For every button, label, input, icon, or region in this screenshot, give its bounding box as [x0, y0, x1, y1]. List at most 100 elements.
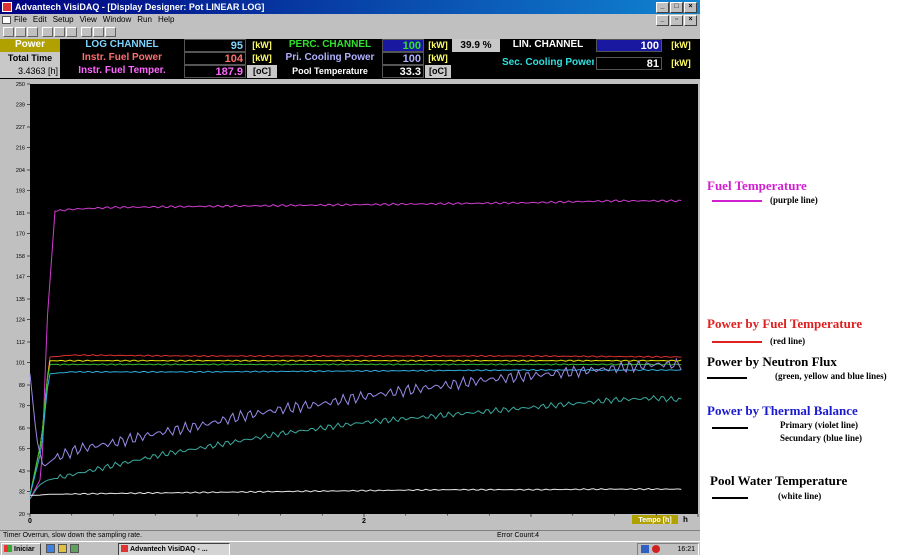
- maximize-button[interactable]: □: [670, 2, 683, 13]
- ie-quicklaunch-icon[interactable]: [46, 544, 55, 553]
- y-tick-label: 227: [16, 125, 25, 131]
- y-tick-label: 250: [16, 82, 25, 88]
- trend-chart: Tempo [h] h 20 32 43 55 66 78 89 101 112 124 135 14…: [0, 80, 700, 527]
- doc-minimize-button[interactable]: _: [656, 15, 669, 26]
- pool-temperature-label: Pool Temperature: [292, 66, 368, 76]
- run-icon[interactable]: [81, 27, 92, 37]
- error-count: Error Count:4: [497, 532, 540, 539]
- pri-cooling-power-value: 100: [382, 52, 424, 65]
- instr-fuel-power-unit: [kW]: [252, 53, 272, 63]
- doc-close-button[interactable]: ×: [684, 15, 697, 26]
- y-tick-label: 55: [19, 447, 25, 453]
- x-axis-label: Tempo [h]: [638, 517, 671, 524]
- y-tick-label: 216: [16, 146, 25, 152]
- title-bar[interactable]: Advantech VisiDAQ - [Display Designer: P…: [0, 0, 700, 14]
- doc-restore-button[interactable]: ▫: [670, 15, 683, 26]
- menu-run[interactable]: Run: [137, 15, 152, 24]
- paste-icon[interactable]: [66, 27, 77, 37]
- menu-view[interactable]: View: [79, 15, 97, 24]
- tray-clock: 16:21: [677, 546, 695, 553]
- status-message: Timer Overrun, slow down the sampling ra…: [3, 532, 143, 539]
- lin-channel-unit: [kW]: [671, 40, 691, 50]
- y-tick-label: 101: [16, 361, 25, 367]
- x-axis-unit: h: [683, 515, 688, 524]
- y-tick-label: 32: [19, 490, 25, 496]
- y-tick-label: 204: [16, 168, 25, 174]
- y-tick-label: 147: [16, 275, 25, 281]
- visidaq-icon: [121, 545, 128, 552]
- legend-thermal-balance-title: Power by Thermal Balance: [707, 403, 858, 418]
- legend-thermal-balance-swatch: [712, 427, 748, 429]
- menu-edit[interactable]: Edit: [32, 15, 47, 24]
- legend-power-fuel-temp-title: Power by Fuel Temperature: [707, 316, 863, 331]
- y-tick-label: 170: [16, 232, 25, 238]
- menu-setup[interactable]: Setup: [52, 15, 74, 24]
- help-icon[interactable]: [105, 27, 116, 37]
- y-tick-label: 43: [19, 469, 25, 475]
- legend-neutron-flux-swatch: [707, 377, 747, 379]
- total-time-label: Total Time: [0, 52, 60, 65]
- series-line-0: [29, 199, 682, 500]
- legend-thermal-balance-secundary: Secundary (blue line): [780, 433, 863, 443]
- stop-icon[interactable]: [93, 27, 104, 37]
- taskbar: Iniciar Advantech VisiDAQ - ... 16:21: [0, 541, 700, 555]
- copy-icon[interactable]: [54, 27, 65, 37]
- toolbar: [0, 26, 700, 39]
- legend-neutron-flux-title: Power by Neutron Flux: [707, 354, 837, 369]
- y-tick-label: 181: [16, 211, 25, 217]
- cut-icon[interactable]: [42, 27, 53, 37]
- instr-fuel-temper-value: 187.9: [184, 65, 246, 78]
- y-tick-label: 66: [19, 426, 25, 432]
- y-tick-label: 78: [19, 404, 25, 410]
- y-tick-label: 193: [16, 189, 25, 195]
- legend-neutron-flux-sub: (green, yellow and blue lines): [775, 371, 887, 381]
- series-line-7: [30, 487, 682, 496]
- antivirus-tray-icon[interactable]: [652, 545, 660, 553]
- legend-fuel-temperature-title: Fuel Temperature: [707, 178, 807, 193]
- x-axis-strip: [30, 514, 698, 524]
- pool-temperature-value: 33.3: [382, 65, 424, 78]
- log-channel-label: LOG CHANNEL: [85, 39, 159, 50]
- instr-fuel-temper-label: Instr. Fuel Temper.: [78, 65, 166, 76]
- sec-cooling-power-label: Sec. Cooling Power: [502, 57, 594, 68]
- percent-value: 39.9: [460, 40, 480, 51]
- network-tray-icon[interactable]: [641, 545, 649, 553]
- readout-panel: Power Total Time 3.4363 [h] LOG CHANNEL …: [0, 39, 700, 79]
- outlook-quicklaunch-icon[interactable]: [58, 544, 67, 553]
- save-icon[interactable]: [27, 27, 38, 37]
- menu-window[interactable]: Window: [102, 15, 132, 24]
- close-button[interactable]: ×: [684, 2, 697, 13]
- document-icon[interactable]: [2, 16, 11, 24]
- total-time-unit: [h]: [47, 66, 58, 76]
- perc-channel-label: PERC. CHANNEL: [288, 39, 372, 50]
- start-button[interactable]: Iniciar: [1, 543, 41, 555]
- menu-bar: File Edit Setup View Window Run Help _ ▫…: [0, 14, 700, 26]
- x-tick-label: 2: [362, 518, 366, 525]
- plot-area: [30, 84, 698, 514]
- legend-fuel-temperature-swatch: [712, 200, 762, 202]
- minimize-button[interactable]: _: [656, 2, 669, 13]
- menu-file[interactable]: File: [14, 15, 27, 24]
- app-icon: [2, 2, 12, 12]
- x-tick-label: 0: [28, 518, 32, 525]
- open-icon[interactable]: [15, 27, 26, 37]
- series-line-1: [29, 354, 682, 496]
- legend-power-fuel-temp-sub: (red line): [770, 336, 806, 346]
- start-label: Iniciar: [14, 546, 35, 553]
- system-tray: 16:21: [637, 543, 699, 555]
- instr-fuel-power-value: 104: [184, 52, 246, 65]
- total-time-readout: 3.4363 [h]: [0, 65, 60, 78]
- legend-pool-water-temp-title: Pool Water Temperature: [710, 473, 848, 488]
- menu-help[interactable]: Help: [157, 15, 175, 24]
- perc-channel-unit: [kW]: [428, 40, 448, 50]
- series-line-2: [29, 359, 682, 496]
- taskbar-app-visidaq[interactable]: Advantech VisiDAQ - ...: [118, 543, 230, 555]
- series-line-3: [29, 363, 682, 496]
- instr-fuel-power-label: Instr. Fuel Power: [81, 52, 163, 63]
- instr-fuel-temper-unit: [oC]: [247, 65, 277, 78]
- new-icon[interactable]: [3, 27, 14, 37]
- desktop-quicklaunch-icon[interactable]: [70, 544, 79, 553]
- sec-cooling-power-value: 81: [596, 57, 662, 70]
- windows-flag-icon: [4, 545, 12, 552]
- legend-pool-water-temp-swatch: [712, 497, 748, 499]
